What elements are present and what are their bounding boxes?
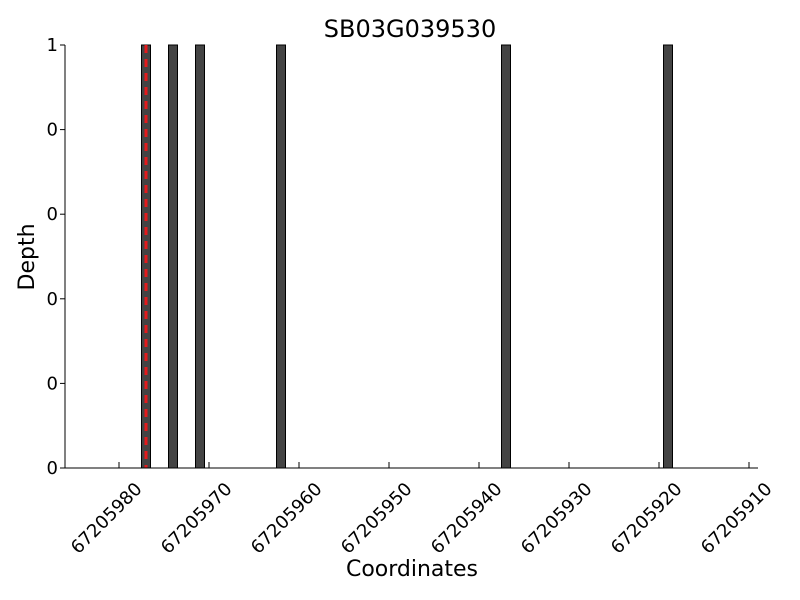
y-tick-label: 0 — [47, 120, 58, 141]
x-tick-label: 67205910 — [697, 479, 777, 559]
y-tick-label: 1 — [47, 35, 58, 56]
x-tick-label: 67205980 — [67, 479, 147, 559]
y-axis-label: Depth — [15, 223, 40, 290]
y-tick-label: 0 — [47, 373, 58, 394]
x-tick-label: 67205920 — [607, 479, 687, 559]
y-tick-label: 0 — [47, 289, 58, 310]
x-tick-label: 67205960 — [247, 479, 327, 559]
bars-group — [141, 44, 673, 469]
x-tick-label: 67205970 — [157, 479, 237, 559]
x-tick-label: 67205940 — [427, 479, 507, 559]
x-axis-label: Coordinates — [346, 557, 478, 582]
depth-bar — [168, 44, 178, 469]
x-tick-label: 67205930 — [517, 479, 597, 559]
depth-bar — [276, 44, 286, 469]
y-tick-label: 0 — [47, 458, 58, 479]
depth-bar — [195, 44, 205, 469]
chart-title: SB03G039530 — [324, 15, 496, 43]
depth-bar — [663, 44, 673, 469]
y-tick-label: 0 — [47, 204, 58, 225]
depth-bar — [501, 44, 511, 469]
x-tick-label: 67205950 — [337, 479, 417, 559]
